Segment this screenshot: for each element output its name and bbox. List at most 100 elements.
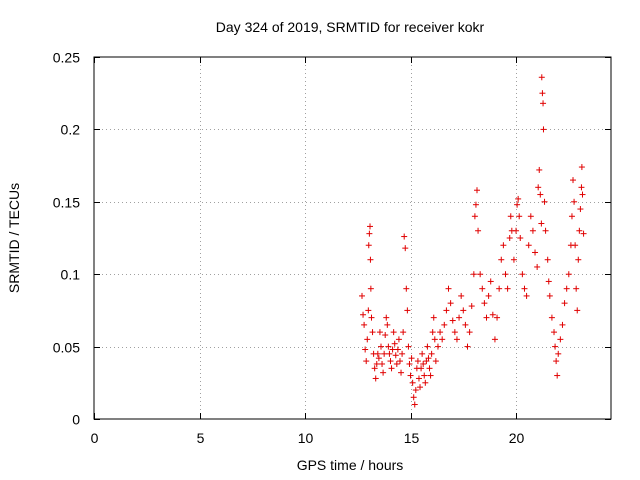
data-point (532, 249, 539, 256)
data-point (399, 350, 406, 357)
data-point (545, 278, 552, 285)
data-point (507, 213, 514, 220)
data-points (358, 74, 587, 408)
data-point (557, 336, 564, 343)
data-point (500, 242, 507, 249)
data-point (536, 166, 543, 173)
data-point (410, 394, 417, 401)
data-point (390, 329, 397, 336)
data-point (387, 358, 394, 365)
y-tick-label: 0.25 (53, 50, 80, 66)
data-point (392, 352, 399, 359)
data-point (574, 307, 581, 314)
data-point (382, 332, 389, 339)
y-tick-label: 0.05 (53, 340, 80, 356)
data-point (553, 358, 560, 365)
data-point (573, 285, 580, 292)
data-point (460, 307, 467, 314)
y-tick-label: 0.15 (53, 195, 80, 211)
data-point (538, 220, 545, 227)
data-point (510, 256, 517, 263)
data-point (472, 201, 479, 208)
data-point (360, 311, 367, 318)
x-tick-label: 0 (91, 430, 99, 446)
data-point (375, 355, 382, 362)
data-point (426, 365, 433, 372)
data-point (519, 271, 526, 278)
y-axis-label: SRMTID / TECUs (6, 183, 22, 293)
data-point (535, 184, 542, 191)
data-point (395, 336, 402, 343)
data-point (458, 292, 465, 299)
data-point (462, 321, 469, 328)
data-point (368, 314, 375, 321)
data-point (527, 213, 534, 220)
data-point (470, 271, 477, 278)
data-point (430, 314, 437, 321)
data-point (542, 227, 549, 234)
data-point (405, 343, 412, 350)
data-point (377, 343, 384, 350)
data-point (559, 321, 566, 328)
data-point (571, 198, 578, 205)
data-point (468, 303, 475, 310)
data-point (474, 187, 481, 194)
data-point (552, 343, 559, 350)
data-point (451, 329, 458, 336)
data-point (374, 350, 381, 357)
data-point (554, 372, 561, 379)
data-point (580, 230, 587, 237)
data-point (489, 311, 496, 318)
data-point (577, 206, 584, 213)
data-point (407, 372, 414, 379)
data-point (570, 177, 577, 184)
data-point (432, 358, 439, 365)
data-point (420, 360, 427, 367)
data-point (371, 365, 378, 372)
data-point (366, 230, 373, 237)
data-point (358, 292, 365, 299)
data-point (561, 300, 568, 307)
data-point (529, 227, 536, 234)
data-point (376, 329, 383, 336)
data-point (404, 307, 411, 314)
data-point (367, 256, 374, 263)
data-point (417, 384, 424, 391)
data-point (389, 346, 396, 353)
x-tick-label: 10 (298, 430, 314, 446)
data-point (388, 365, 395, 372)
data-point (453, 336, 460, 343)
tick-labels: 0 5 10 15 20 0 0.05 0.1 0.15 0.2 0.25 (53, 50, 525, 447)
data-point (485, 292, 492, 299)
data-point (396, 358, 403, 365)
data-point (575, 256, 582, 263)
data-point (534, 263, 541, 270)
data-point (437, 329, 444, 336)
data-point (514, 201, 521, 208)
data-point (449, 317, 456, 324)
data-point (391, 340, 398, 347)
x-tick-label: 5 (197, 430, 205, 446)
data-point (384, 321, 391, 328)
data-point (506, 235, 513, 241)
data-point (386, 350, 393, 357)
data-point (379, 360, 386, 367)
data-point (441, 321, 448, 328)
data-point (447, 300, 454, 307)
x-tick-label: 20 (509, 430, 525, 446)
data-point (365, 307, 372, 314)
data-point (418, 365, 425, 372)
data-point (517, 235, 524, 241)
data-point (551, 329, 558, 336)
data-point (541, 198, 548, 205)
data-point (429, 329, 436, 336)
data-point (419, 350, 426, 357)
data-point (427, 372, 434, 379)
data-point (409, 379, 416, 386)
data-point (403, 285, 410, 292)
data-point (380, 369, 387, 376)
data-point (421, 372, 428, 379)
y-tick-label: 0.2 (61, 122, 81, 138)
data-point (414, 358, 421, 365)
